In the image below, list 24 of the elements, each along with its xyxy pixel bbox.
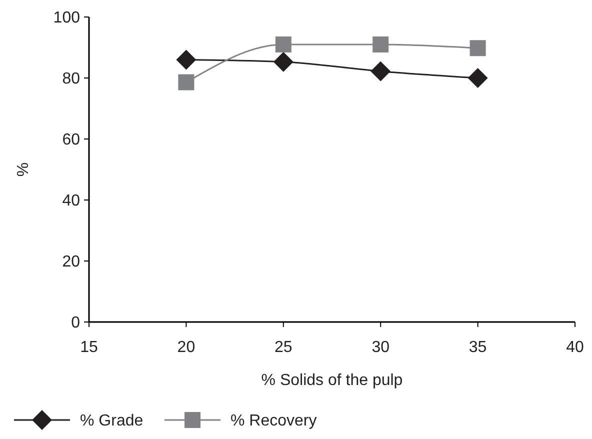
point [468, 68, 488, 88]
y-axis-title: % [15, 162, 32, 177]
point [370, 61, 391, 82]
x-tick-label: 35 [468, 339, 487, 356]
y-tick-label: 0 [71, 314, 80, 332]
x-tick-label: 40 [566, 339, 584, 356]
y-tick-label: 80 [62, 70, 80, 88]
point [372, 36, 389, 52]
legend-label: % Grade [80, 412, 144, 430]
x-tick-label: 25 [274, 339, 292, 356]
x-tick-label: 15 [80, 339, 98, 356]
point [470, 40, 486, 56]
y-tick-label: 20 [62, 254, 80, 271]
x-tick-label: 20 [177, 339, 196, 356]
point [273, 52, 294, 72]
point [176, 50, 196, 70]
point [178, 74, 194, 90]
y-tick-label: 40 [62, 192, 80, 210]
x-axis-title: % Solids of the pulp [261, 372, 403, 389]
y-tick-label: 100 [53, 10, 80, 27]
point [275, 36, 292, 52]
legend-label: % Recovery [230, 412, 317, 430]
y-tick-label: 60 [62, 132, 80, 149]
x-tick-label: 30 [372, 339, 390, 356]
